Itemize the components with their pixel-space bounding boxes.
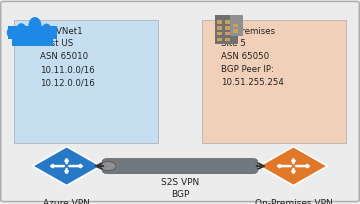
- FancyBboxPatch shape: [102, 159, 258, 174]
- Ellipse shape: [41, 24, 51, 37]
- FancyBboxPatch shape: [14, 20, 158, 143]
- Bar: [233, 24, 238, 28]
- Text: S2S VPN
BGP: S2S VPN BGP: [161, 177, 199, 198]
- Bar: [225, 33, 230, 36]
- Bar: [225, 21, 230, 25]
- Text: On-Premises VPN: On-Premises VPN: [255, 198, 332, 204]
- Text: TestVNet1
East US
ASN 65010
10.11.0.0/16
10.12.0.0/16: TestVNet1 East US ASN 65010 10.11.0.0/16…: [40, 27, 94, 87]
- Text: Azure VPN: Azure VPN: [43, 198, 90, 204]
- Text: On-Premises
Site 5
ASN 65050
BGP Peer IP:
10.51.255.254: On-Premises Site 5 ASN 65050 BGP Peer IP…: [221, 27, 284, 87]
- Bar: [215, 16, 238, 45]
- Polygon shape: [259, 147, 328, 186]
- Bar: [217, 33, 222, 36]
- Polygon shape: [32, 147, 101, 186]
- FancyBboxPatch shape: [202, 20, 346, 143]
- Bar: [217, 27, 222, 30]
- Ellipse shape: [16, 24, 26, 37]
- Ellipse shape: [7, 28, 16, 39]
- Bar: [217, 21, 222, 25]
- Circle shape: [100, 162, 116, 171]
- Bar: [230, 16, 243, 37]
- Ellipse shape: [28, 18, 41, 35]
- Bar: [233, 30, 238, 34]
- Bar: [225, 38, 230, 42]
- Bar: [225, 27, 230, 30]
- Bar: [12, 38, 53, 47]
- FancyBboxPatch shape: [1, 2, 359, 202]
- Bar: [217, 38, 222, 42]
- Bar: [8, 27, 57, 40]
